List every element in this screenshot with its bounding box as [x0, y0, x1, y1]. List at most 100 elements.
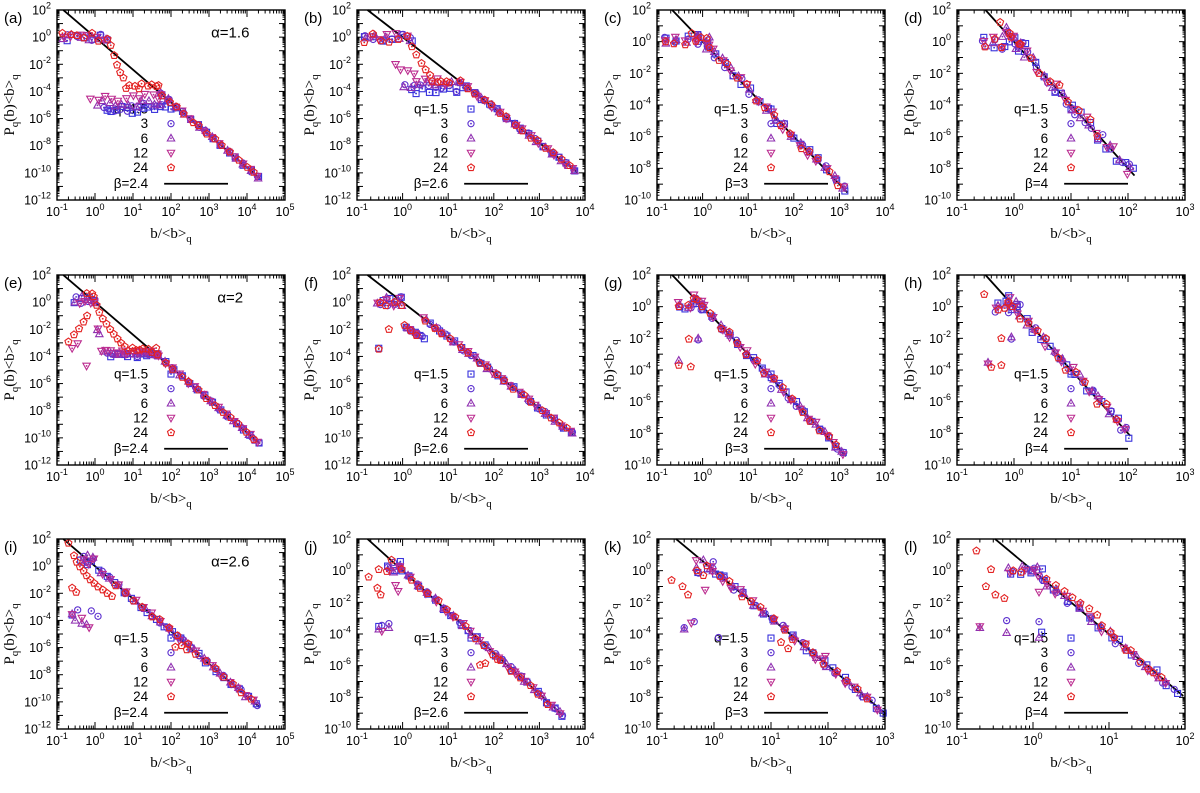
- svg-text:12: 12: [133, 410, 148, 425]
- panel-f: 10-1 100 101 102 103 104 102 100 10-2 10-4 10-6 10-…: [300, 265, 600, 529]
- svg-text:101: 101: [439, 202, 458, 219]
- x-axis-label: b/<b>q: [150, 755, 192, 774]
- plot-frame: [356, 274, 586, 466]
- svg-text:3: 3: [141, 116, 149, 131]
- svg-text:100: 100: [932, 297, 951, 314]
- x-axis-label: b/<b>q: [450, 226, 492, 245]
- y-axis-label: Pq(b)<b>q: [2, 339, 21, 401]
- svg-text:Pq(b)<b>q: Pq(b)<b>q: [902, 339, 921, 401]
- svg-text:6: 6: [141, 396, 149, 411]
- panel-letter: (h): [904, 275, 922, 292]
- svg-text:10-2: 10-2: [629, 64, 651, 81]
- svg-text:q=1.5: q=1.5: [714, 367, 748, 382]
- svg-text:102: 102: [784, 202, 803, 219]
- plot-svg-j: 10-1 100 101 102 103 10410210010-210-410-610-…: [302, 530, 594, 775]
- panel-letter: (j): [304, 539, 317, 556]
- alpha-label: α=2: [217, 290, 243, 307]
- svg-text:3: 3: [141, 645, 149, 660]
- svg-text:12: 12: [733, 145, 748, 160]
- svg-text:100: 100: [86, 467, 105, 484]
- svg-text:10-8: 10-8: [629, 424, 651, 441]
- y-axis-label: Pq(b)<b>q: [2, 74, 21, 136]
- alpha-label: α=1.6: [211, 25, 249, 42]
- plot-svg-k: 10-1 100 101 102 10310210010-210-410-610-810…: [602, 530, 894, 775]
- svg-text:10-2: 10-2: [629, 329, 651, 346]
- svg-text:24: 24: [1033, 425, 1049, 440]
- svg-text:10-12: 10-12: [24, 720, 51, 737]
- x-axis-label: b/<b>q: [1050, 491, 1092, 510]
- svg-text:105: 105: [276, 467, 295, 484]
- svg-text:102: 102: [162, 467, 181, 484]
- svg-text:100: 100: [332, 28, 351, 45]
- svg-text:(a): (a): [4, 10, 22, 27]
- y-axis-label: Pq(b)<b>q: [902, 603, 921, 665]
- svg-text:(f): (f): [304, 275, 318, 292]
- svg-text:3: 3: [441, 116, 449, 131]
- panel-letter: (d): [904, 10, 922, 27]
- plot-svg-f: 10-1 100 101 102 103 104 102 100 10-2 10-4 10-6 10-…: [302, 266, 594, 511]
- svg-text:10-8: 10-8: [29, 665, 51, 682]
- svg-text:(c): (c): [604, 10, 622, 27]
- svg-text:10-6: 10-6: [929, 127, 951, 144]
- series-q24: [374, 297, 571, 432]
- svg-text:10-1: 10-1: [346, 467, 368, 484]
- svg-text:103: 103: [530, 202, 549, 219]
- svg-text:b/<b>q: b/<b>q: [150, 491, 192, 510]
- svg-text:102: 102: [784, 467, 803, 484]
- svg-text:103: 103: [830, 467, 849, 484]
- tick-labels: 10-1 100 101 102 103 104 102 100 10-2 10-4 10-6 10-…: [624, 1, 894, 220]
- svg-text:100: 100: [32, 28, 51, 45]
- panel-letter: (a): [4, 10, 22, 27]
- svg-text:10-10: 10-10: [924, 456, 951, 473]
- svg-text:101: 101: [1062, 467, 1081, 484]
- svg-text:104: 104: [876, 202, 895, 219]
- plot-svg-b: 10-1 100 101 102 103 104 102 100 10-2 10-4 10-6 10-…: [302, 1, 594, 246]
- panel-d: 10-1 100 101 102 103 102 100 10-2 10-4 10-6 10-8 10…: [900, 0, 1200, 265]
- svg-text:Pq(b)<b>q: Pq(b)<b>q: [2, 339, 21, 401]
- svg-text:q=1.5: q=1.5: [1014, 367, 1048, 382]
- x-axis-label: b/<b>q: [150, 491, 192, 510]
- tick-labels: 10-1 100 101 102 103 104 105 102 100 10-2 10-4 10-6…: [24, 266, 294, 485]
- series-q3: [1002, 564, 1178, 694]
- svg-text:24: 24: [433, 160, 449, 175]
- svg-text:10-8: 10-8: [929, 424, 951, 441]
- svg-text:102: 102: [1119, 467, 1138, 484]
- svg-text:24: 24: [733, 160, 749, 175]
- plot-svg-e: 10-1 100 101 102 103 104 105 102 100 10-2 10-4 10-6…: [2, 266, 294, 511]
- svg-text:(i): (i): [4, 539, 17, 556]
- svg-text:10-4: 10-4: [29, 611, 51, 628]
- svg-text:104: 104: [238, 731, 257, 748]
- svg-text:10-10: 10-10: [324, 428, 351, 445]
- svg-text:10-10: 10-10: [624, 456, 651, 473]
- svg-text:104: 104: [576, 467, 595, 484]
- svg-text:10-1: 10-1: [646, 467, 668, 484]
- svg-text:100: 100: [1005, 202, 1024, 219]
- svg-text:104: 104: [238, 202, 257, 219]
- svg-text:10-4: 10-4: [29, 347, 51, 364]
- series-q24: [661, 28, 842, 190]
- series-q6: [661, 30, 848, 192]
- y-axis-label: Pq(b)<b>q: [602, 603, 621, 665]
- plot-frame: [56, 538, 286, 730]
- y-axis-label: Pq(b)<b>q: [2, 603, 21, 665]
- x-axis-label: b/<b>q: [450, 491, 492, 510]
- tick-labels: 10-1 100 101 102 103 104 102 100 10-2 10-4 10-6 10-…: [324, 266, 594, 485]
- plot-svg-i: 10-1 100 101 102 103 104 105 102 100 10-2 10-4 10-6…: [2, 530, 294, 775]
- panel-letter: (c): [604, 10, 622, 27]
- svg-text:102: 102: [32, 530, 51, 547]
- alpha-label: α=2.6: [211, 554, 249, 571]
- svg-text:10-8: 10-8: [629, 159, 651, 176]
- svg-text:100: 100: [693, 467, 712, 484]
- svg-text:α=1.6: α=1.6: [211, 25, 249, 42]
- svg-text:3: 3: [1041, 116, 1049, 131]
- svg-text:10-8: 10-8: [929, 159, 951, 176]
- panel-a: 10-1 100 101 102 103 104 105 102 100 10-2 10-4 10-6…: [0, 0, 300, 265]
- series-q12: [983, 294, 1130, 435]
- svg-text:10-4: 10-4: [629, 361, 651, 378]
